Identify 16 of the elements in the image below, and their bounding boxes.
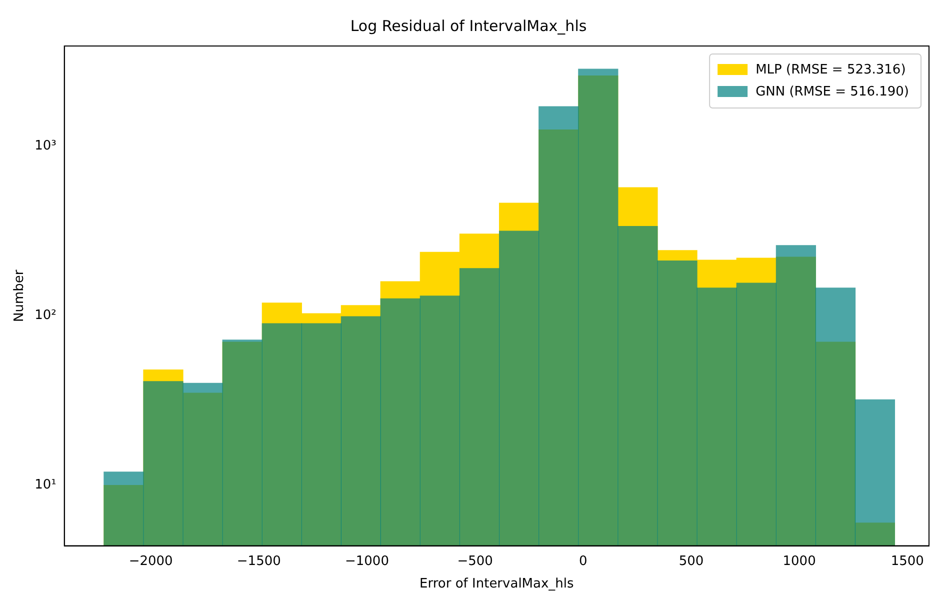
x-axis-title: Error of IntervalMax_hls — [420, 576, 574, 592]
y-tick-label: 10³ — [34, 138, 56, 154]
y-axis-title: Number — [12, 269, 28, 322]
x-tick-label: −2000 — [128, 554, 173, 569]
x-tick-label: 0 — [579, 554, 588, 569]
x-tick-label: 1000 — [782, 554, 816, 569]
chart-title: Log Residual of IntervalMax_hls — [350, 16, 587, 35]
x-tick-label: 1500 — [890, 554, 924, 569]
x-tick-label: 500 — [678, 554, 704, 569]
y-tick-label: 10¹ — [34, 478, 56, 493]
x-tick-label: −1000 — [344, 554, 389, 569]
x-tick-label: −1500 — [236, 554, 281, 569]
legend-label: MLP (RMSE = 523.316) — [756, 62, 906, 78]
x-tick-label: −500 — [457, 554, 493, 569]
y-tick-label: 10² — [34, 308, 56, 324]
legend-label: GNN (RMSE = 516.190) — [756, 84, 910, 100]
